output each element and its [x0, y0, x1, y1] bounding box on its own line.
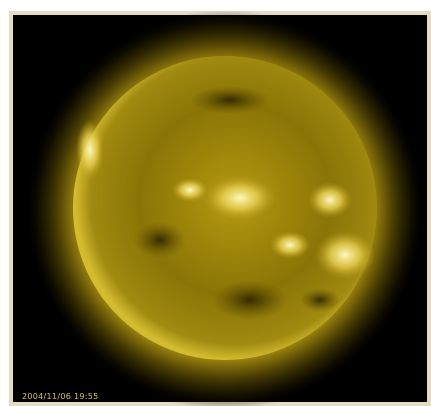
coronal-holes: [134, 86, 340, 320]
active-regions: [76, 120, 375, 279]
timestamp: 2004/11/06 19:55: [22, 392, 99, 401]
